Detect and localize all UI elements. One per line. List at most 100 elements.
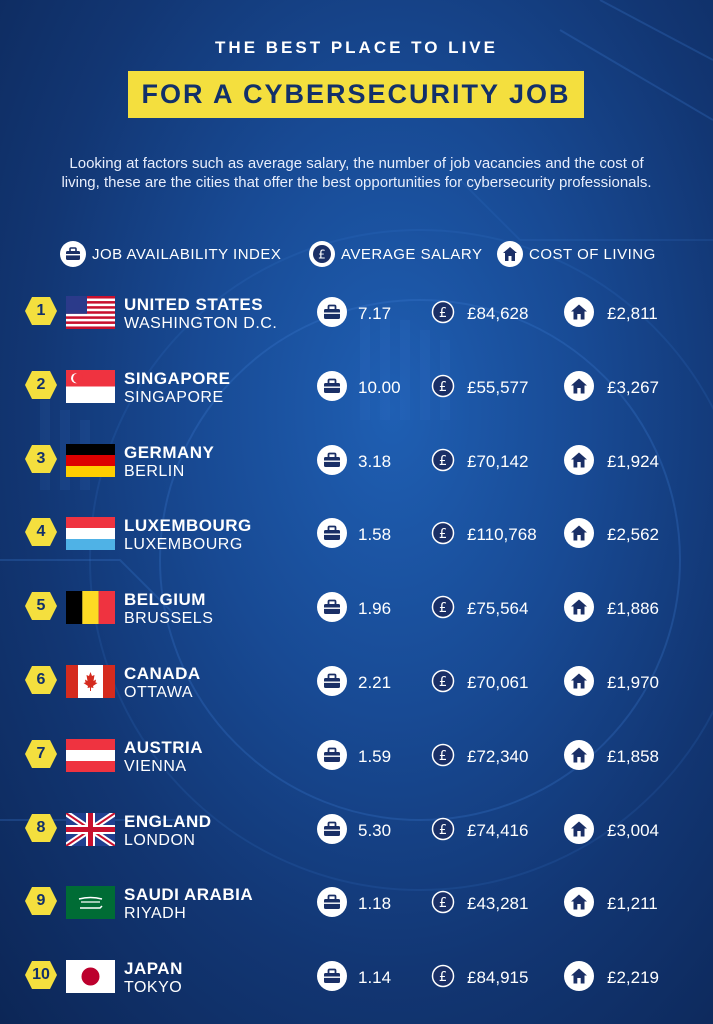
table-row: 3 GERMANY BERLIN 3.18 £ £70,142 £1,924 xyxy=(0,428,713,488)
briefcase-icon xyxy=(317,370,347,401)
salary-value: £70,061 xyxy=(467,673,529,692)
rank-badge: 6 xyxy=(24,665,58,695)
briefcase-icon xyxy=(317,297,347,327)
house-icon xyxy=(564,666,594,696)
briefcase-icon xyxy=(317,961,347,992)
svg-text:£: £ xyxy=(439,896,447,911)
country-name: GERMANY xyxy=(124,442,215,462)
salary-value: £84,915 xyxy=(467,968,529,988)
cost-value: £1,970 xyxy=(607,673,659,692)
flag-de-icon xyxy=(66,443,115,477)
svg-text:£: £ xyxy=(439,749,447,764)
rank-number: 8 xyxy=(36,818,46,836)
table-row: 7 AUSTRIA VIENNA 1.59 £ £72,340 £1,858 xyxy=(0,723,713,783)
svg-text:£: £ xyxy=(439,306,447,321)
table-row: 4 LUXEMBOURG LUXEMBOURG 1.58 £ £110,768 £2,562 xyxy=(0,501,713,561)
briefcase-icon xyxy=(317,739,347,770)
rank-number: 2 xyxy=(36,375,46,393)
flag-gb-icon xyxy=(66,812,115,846)
briefcase-icon xyxy=(60,241,86,267)
table-row: 10 JAPAN TOKYO 1.14 £ £84,915 £2,219 xyxy=(0,944,713,1004)
country-name: LUXEMBOURG xyxy=(124,516,252,536)
svg-text:£: £ xyxy=(439,454,447,469)
pound-icon: £ xyxy=(428,371,458,401)
city-name: BERLIN xyxy=(124,462,185,480)
job-index-value: 1.59 xyxy=(358,746,392,766)
house-icon xyxy=(564,444,594,475)
legend-salary-label: AVERAGE SALARY xyxy=(341,245,483,263)
house-icon xyxy=(564,370,594,401)
flag-us-icon xyxy=(66,296,115,329)
country-name: UNITED STATES xyxy=(124,295,264,314)
rank-number: 9 xyxy=(36,892,46,910)
table-row: 5 BELGIUM BRUSSELS 1.96 £ £75,564 £1,886 xyxy=(0,575,713,635)
legend-cost: COST OF LIVING xyxy=(497,240,656,268)
pound-icon: £ xyxy=(428,666,458,696)
cost-value: £1,211 xyxy=(607,894,658,914)
svg-text:£: £ xyxy=(439,675,447,690)
page-title: FOR A CYBERSECURITY JOB xyxy=(128,71,584,118)
job-index-value: 1.18 xyxy=(358,894,392,914)
city-name: WASHINGTON D.C. xyxy=(124,315,278,332)
house-icon xyxy=(564,297,594,327)
job-index-value: 2.21 xyxy=(358,673,392,692)
city-name: VIENNA xyxy=(124,757,187,775)
rank-number: 1 xyxy=(36,302,46,319)
city-name: BRUSSELS xyxy=(124,610,214,628)
svg-text:£: £ xyxy=(439,380,447,395)
rank-badge: 7 xyxy=(24,739,58,769)
pound-icon: £ xyxy=(428,814,458,844)
house-icon xyxy=(564,813,594,844)
country-name: AUSTRIA xyxy=(124,737,204,757)
job-index-value: 1.58 xyxy=(358,525,392,545)
cost-value: £2,562 xyxy=(607,525,659,545)
cost-value: £1,886 xyxy=(607,599,659,619)
rank-badge: 3 xyxy=(24,444,58,474)
intro-text: Looking at factors such as average salar… xyxy=(61,155,652,191)
salary-value: £84,628 xyxy=(467,304,529,323)
salary-value: £70,142 xyxy=(467,451,529,471)
city-name: LUXEMBOURG xyxy=(124,536,243,554)
svg-text:£: £ xyxy=(439,970,447,985)
flag-at-icon xyxy=(66,738,115,772)
flag-be-icon xyxy=(66,591,115,625)
salary-value: £55,577 xyxy=(467,377,529,397)
rank-number: 7 xyxy=(36,744,46,762)
job-index-value: 7.17 xyxy=(358,304,392,323)
flag-sa-icon xyxy=(66,886,115,920)
job-index-value: 5.30 xyxy=(358,820,392,840)
table-row: 8 ENGLAND LONDON 5.30 £ £74,416 £3,004 xyxy=(0,797,713,857)
pound-icon: £ xyxy=(428,445,458,475)
pound-icon: £ xyxy=(428,592,458,622)
rank-badge: 5 xyxy=(24,591,58,621)
job-index-value: 1.96 xyxy=(358,599,392,619)
house-icon xyxy=(564,739,594,770)
city-name: TOKYO xyxy=(124,979,183,997)
rank-number: 6 xyxy=(36,671,46,688)
cost-value: £1,858 xyxy=(607,746,659,766)
briefcase-icon xyxy=(317,813,347,844)
salary-value: £43,281 xyxy=(467,894,529,914)
job-index-value: 1.14 xyxy=(358,968,392,988)
legend-job: JOB AVAILABILITY INDEX xyxy=(60,240,281,268)
rank-badge: 1 xyxy=(24,296,58,326)
briefcase-icon xyxy=(317,666,347,696)
svg-text:£: £ xyxy=(318,248,326,262)
salary-value: £75,564 xyxy=(467,599,529,619)
pound-icon: £ xyxy=(309,241,335,267)
header-subtitle: THE BEST PLACE TO LIVE xyxy=(215,38,498,57)
rank-badge: 10 xyxy=(24,960,58,990)
job-index-value: 10.00 xyxy=(358,377,401,397)
rank-badge: 8 xyxy=(24,813,58,843)
rank-badge: 4 xyxy=(24,517,58,547)
cost-value: £2,811 xyxy=(607,304,658,323)
legend-salary: £ AVERAGE SALARY xyxy=(309,240,483,268)
svg-text:£: £ xyxy=(439,527,447,542)
table-row: 6 CANADA OTTAWA 2.21 £ £70,061 £1,970 xyxy=(0,649,713,709)
briefcase-icon xyxy=(317,518,347,549)
table-row: 9 SAUDI ARABIA RIYADH 1.18 £ £43,281 £1,211 xyxy=(0,870,713,930)
rank-number: 3 xyxy=(36,449,46,467)
cost-value: £2,219 xyxy=(607,968,659,988)
rank-badge: 2 xyxy=(24,370,58,400)
salary-value: £110,768 xyxy=(467,525,537,545)
